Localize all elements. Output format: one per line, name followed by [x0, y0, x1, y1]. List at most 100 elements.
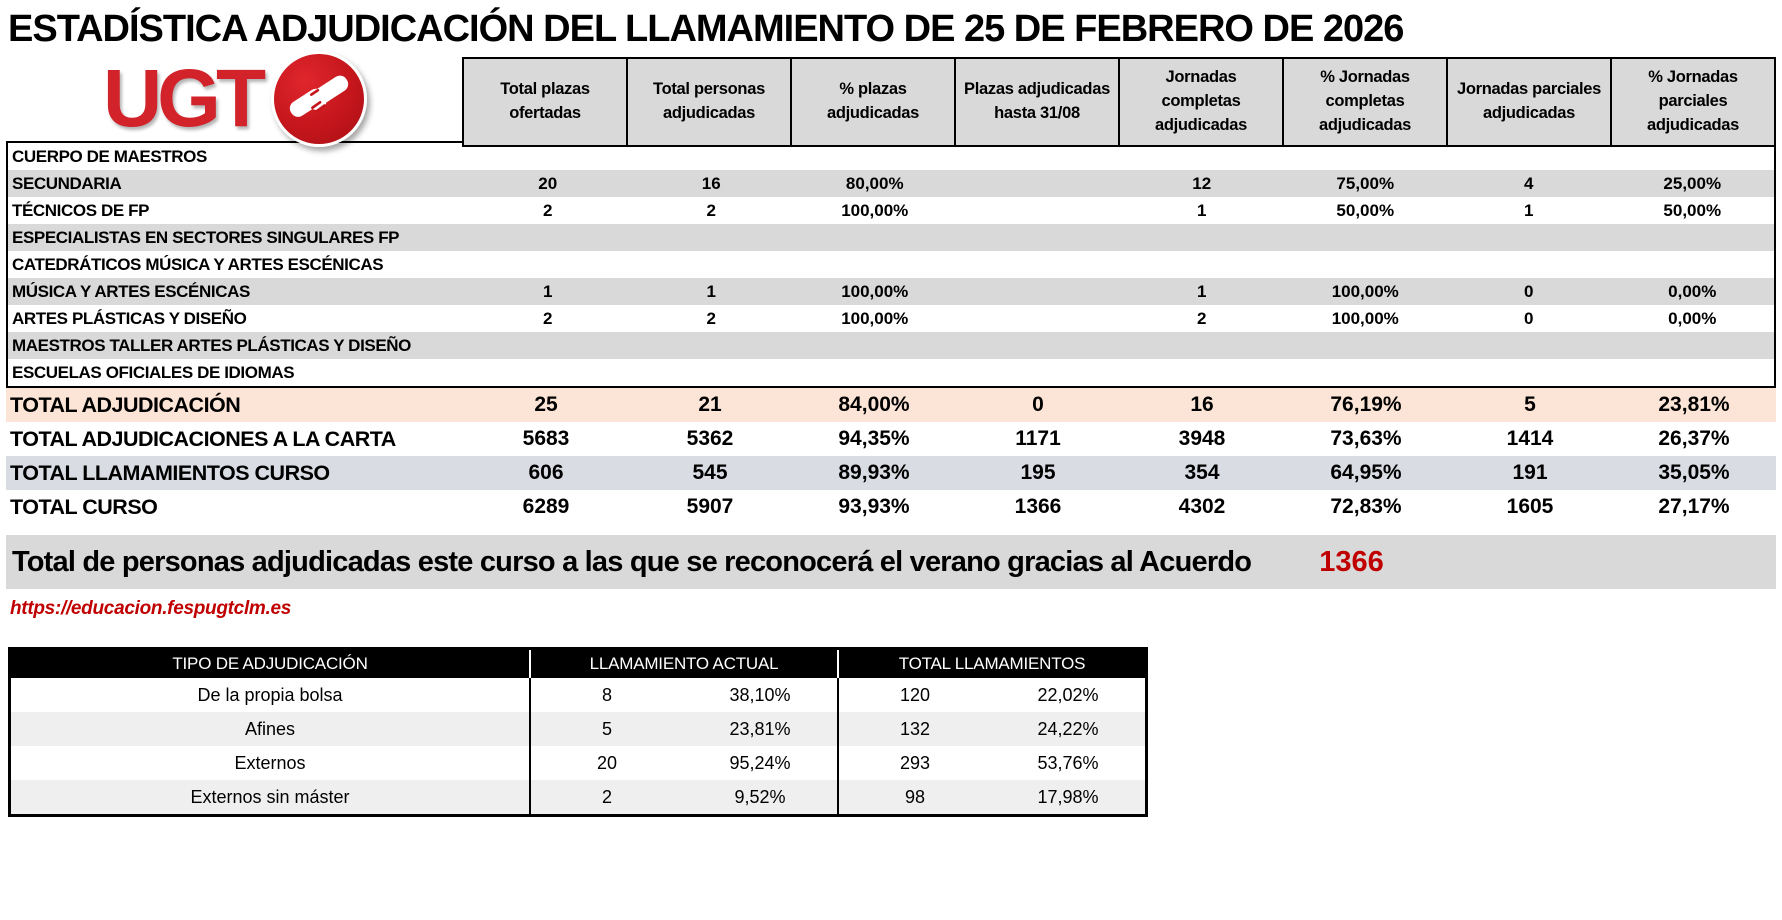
table-cell — [630, 332, 794, 359]
total-cell: 5907 — [686, 495, 734, 518]
table-cell — [957, 278, 1121, 305]
table-row: CUERPO DE MAESTROS — [8, 143, 1774, 170]
table-cell — [1611, 251, 1775, 278]
table-cell: 38,10% — [729, 684, 791, 705]
total-cell: 5 — [1524, 393, 1536, 416]
total-cell: 0 — [1032, 393, 1044, 416]
row-label: CUERPO DE MAESTROS — [12, 146, 207, 166]
table-cell: 12 — [1192, 173, 1212, 193]
table-body: CUERPO DE MAESTROS SECUNDARIA 20 16 80,00% 12… — [6, 141, 1776, 388]
row-label: Afines — [244, 718, 296, 739]
table-cell — [1120, 332, 1284, 359]
table-cell — [1447, 143, 1611, 170]
table-cell: 17,98% — [1037, 786, 1099, 807]
table-row: ESCUELAS OFICIALES DE IDIOMAS — [8, 359, 1774, 386]
total-cell: 354 — [1184, 461, 1220, 484]
total-cell: 94,35% — [838, 427, 910, 450]
table-cell — [957, 332, 1121, 359]
website-link[interactable]: https://educacion.fespugtclm.es — [10, 598, 292, 619]
table-row: SECUNDARIA 20 16 80,00% 12 75,00% 4 25,00% — [8, 170, 1774, 197]
total-cell: 1366 — [1014, 495, 1062, 518]
table-cell: 2 — [1197, 308, 1207, 328]
table-cell: 1 — [706, 281, 716, 301]
table-cell — [466, 332, 630, 359]
table-cell: 2 — [706, 200, 716, 220]
table-cell — [1120, 224, 1284, 251]
column-header: LLAMAMIENTO ACTUAL — [529, 650, 837, 678]
total-row: TOTAL CURSO 6289 5907 93,93% 1366 4302 72,83% 1… — [6, 490, 1776, 524]
table-cell — [1284, 251, 1448, 278]
total-row: TOTAL ADJUDICACIONES A LA CARTA 5683 5362 9… — [6, 422, 1776, 456]
total-cell: 64,95% — [1330, 461, 1402, 484]
row-label: ESCUELAS OFICIALES DE IDIOMAS — [12, 362, 295, 382]
total-cell: 1605 — [1506, 495, 1554, 518]
table-row: Externos 20 95,24% 293 53,76% — [11, 746, 1145, 780]
table-row: CATEDRÁTICOS MÚSICA Y ARTES ESCÉNICAS — [8, 251, 1774, 278]
table-row: Externos sin máster 2 9,52% 98 17,98% — [11, 780, 1145, 814]
table-cell — [957, 251, 1121, 278]
table-cell: 2 — [529, 780, 683, 814]
table-cell — [1284, 143, 1448, 170]
row-label: MÚSICA Y ARTES ESCÉNICAS — [12, 281, 250, 301]
table-cell — [1611, 224, 1775, 251]
table-cell: 2 — [543, 200, 553, 220]
total-row-label: TOTAL ADJUDICACIÓN — [10, 392, 241, 417]
table-cell — [466, 224, 630, 251]
table-cell — [957, 170, 1121, 197]
table-cell — [1447, 224, 1611, 251]
table-cell — [630, 143, 794, 170]
page-title: ESTADÍSTICA ADJUDICACIÓN DEL LLAMAMIENTO… — [8, 8, 1404, 50]
ugt-logo: UGT — [103, 51, 368, 147]
table-cell: 20 — [529, 746, 683, 780]
table-row: MÚSICA Y ARTES ESCÉNICAS 1 1 100,00% 1 100,00… — [8, 278, 1774, 305]
table-cell: 2 — [706, 308, 716, 328]
table-cell: 8 — [529, 678, 683, 712]
table-cell: 9,52% — [734, 786, 786, 807]
total-row-label: TOTAL ADJUDICACIONES A LA CARTA — [10, 426, 396, 451]
table-cell: 25,00% — [1663, 173, 1722, 193]
table-cell: 75,00% — [1336, 173, 1395, 193]
table-cell — [466, 143, 630, 170]
row-label: MAESTROS TALLER ARTES PLÁSTICAS Y DISEÑO — [12, 335, 411, 355]
table-cell — [957, 197, 1121, 224]
table-cell: 100,00% — [841, 281, 909, 301]
total-cell: 72,83% — [1330, 495, 1402, 518]
total-cell: 6289 — [522, 495, 570, 518]
table-row: TÉCNICOS DE FP 2 2 100,00% 1 50,00% 1 50,00% — [8, 197, 1774, 224]
table-cell: 20 — [538, 173, 558, 193]
table-cell: 100,00% — [841, 200, 909, 220]
table-cell: 100,00% — [841, 308, 909, 328]
table-cell: 0,00% — [1668, 308, 1717, 328]
adjudication-type-table: TIPO DE ADJUDICACIÓN LLAMAMIENTO ACTUAL … — [8, 647, 1148, 817]
table-cell — [793, 143, 957, 170]
table-cell: 5 — [529, 712, 683, 746]
table-header-row: UGT — [6, 51, 1776, 147]
total-row-label: TOTAL CURSO — [10, 494, 158, 519]
column-header: Plazas adjudicadas hasta 31/08 — [954, 57, 1120, 147]
table-cell — [630, 251, 794, 278]
table-cell — [957, 224, 1121, 251]
table-cell — [793, 359, 957, 386]
table-cell — [957, 143, 1121, 170]
total-cell: 76,19% — [1330, 393, 1402, 416]
total-cell: 84,00% — [838, 393, 910, 416]
logo-area: UGT — [6, 51, 464, 147]
table-cell: 0 — [1524, 308, 1534, 328]
table-cell: 120 — [837, 678, 991, 712]
table-cell — [466, 251, 630, 278]
column-header: Jornadas completas adjudicadas — [1118, 57, 1284, 147]
adjudication-stats-table: UGT — [6, 51, 1776, 524]
column-header: Jornadas parciales adjudicadas — [1446, 57, 1612, 147]
bottom-table-body: De la propia bolsa 8 38,10% 120 22,02% Afines… — [11, 678, 1145, 814]
table-cell — [1447, 332, 1611, 359]
total-cell: 25 — [534, 393, 558, 416]
table-cell — [1611, 143, 1775, 170]
total-row: TOTAL LLAMAMIENTOS CURSO 606 545 89,93% 195 3… — [6, 456, 1776, 490]
total-cell: 5362 — [686, 427, 734, 450]
table-cell — [1284, 332, 1448, 359]
total-cell: 606 — [528, 461, 564, 484]
total-cell: 1414 — [1506, 427, 1554, 450]
table-cell: 1 — [1524, 200, 1534, 220]
table-cell: 1 — [1197, 200, 1207, 220]
row-label: Externos — [234, 752, 306, 773]
